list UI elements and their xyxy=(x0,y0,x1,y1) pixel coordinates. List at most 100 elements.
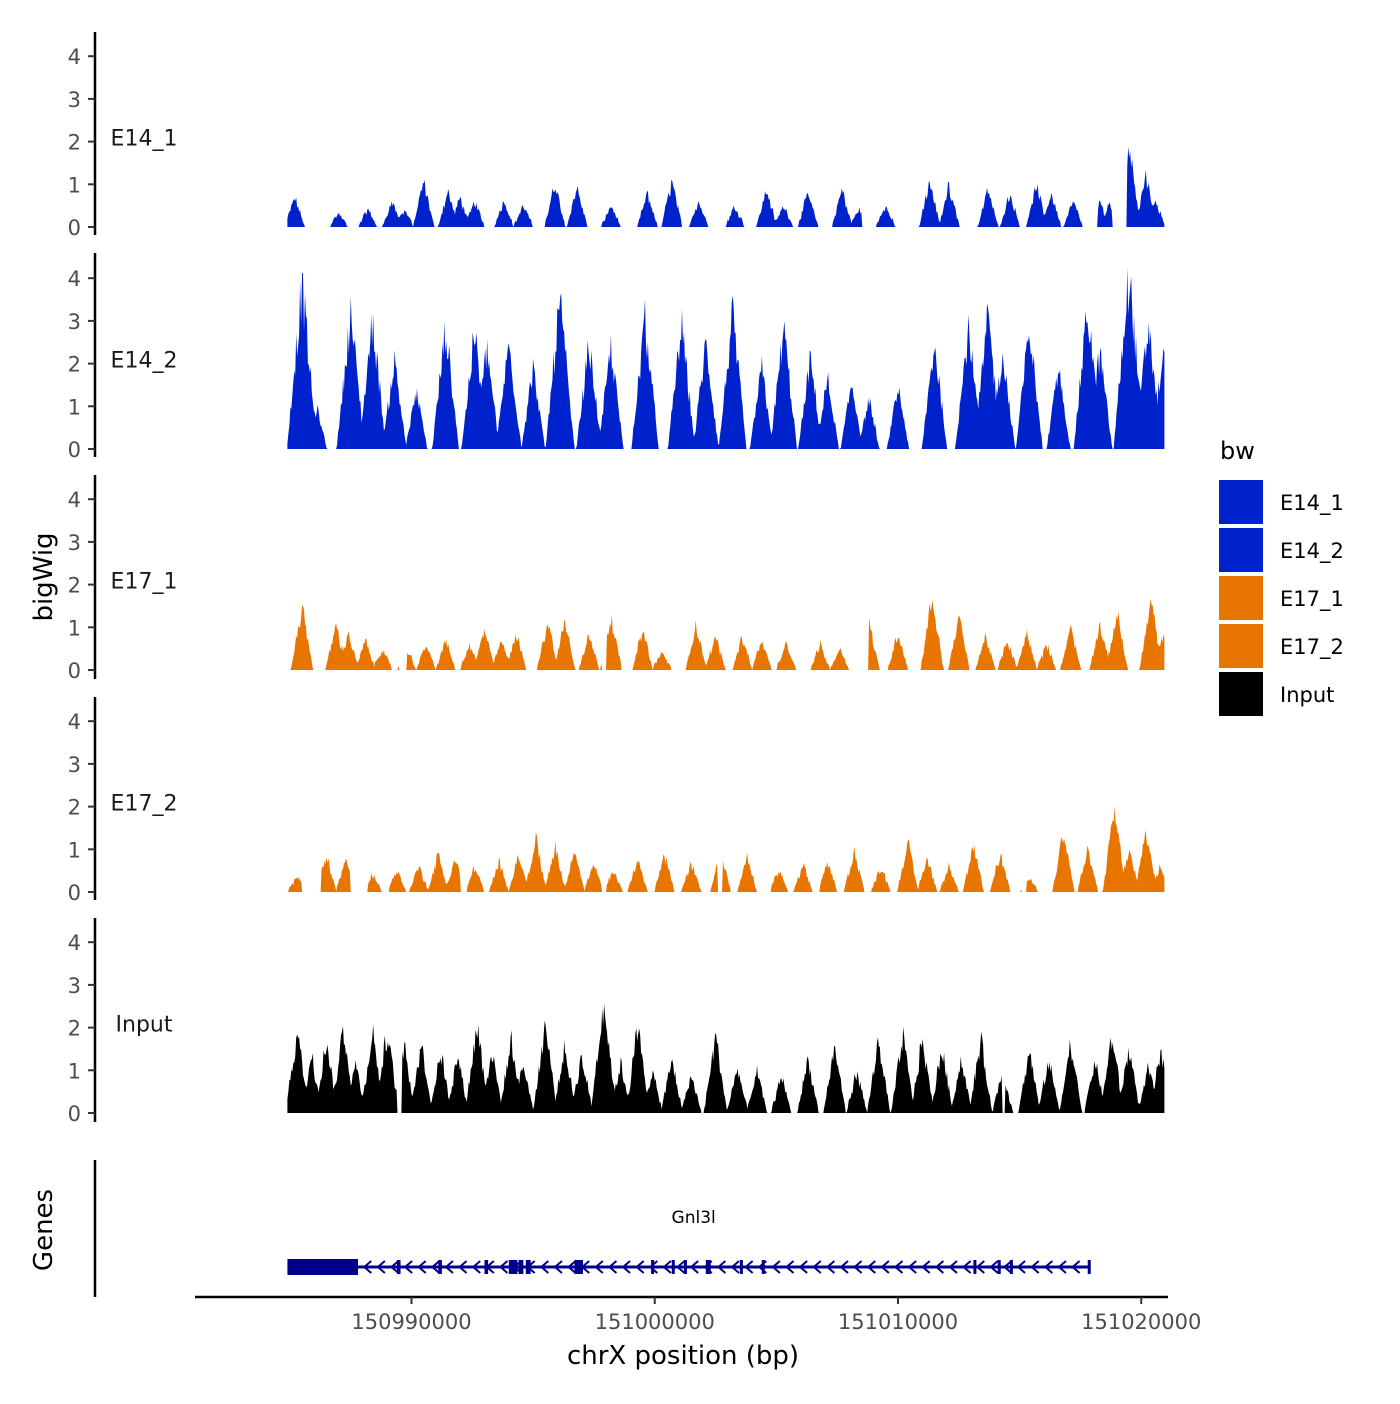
gene-exon xyxy=(525,1260,531,1274)
y-tick-label: 3 xyxy=(68,310,81,334)
gene-exon xyxy=(705,1260,711,1274)
strand-arrow xyxy=(376,1260,386,1274)
y-tick-label: 2 xyxy=(68,353,81,377)
gene-exon xyxy=(651,1260,655,1274)
gene-exon xyxy=(1009,1260,1013,1274)
strand-arrow xyxy=(594,1260,604,1274)
strand-arrow xyxy=(389,1260,400,1274)
strand-arrow xyxy=(1002,1260,1013,1274)
strand-arrow xyxy=(689,1260,699,1274)
strand-arrow xyxy=(403,1260,413,1274)
strand-arrow xyxy=(962,1260,972,1274)
track-label: E17_2 xyxy=(111,791,178,816)
legend-key-E14_2 xyxy=(1219,528,1263,572)
strand-arrow xyxy=(553,1260,563,1274)
x-tick-label: 150990000 xyxy=(351,1310,471,1334)
gene-exon xyxy=(438,1260,442,1274)
strand-arrow xyxy=(362,1260,372,1274)
track-label: E14_1 xyxy=(111,126,178,151)
legend-label: E14_2 xyxy=(1280,539,1344,564)
legend-key-E17_2 xyxy=(1219,624,1263,668)
legend-label: E17_1 xyxy=(1280,587,1344,612)
strand-arrow xyxy=(471,1260,481,1274)
gene-exon xyxy=(508,1260,518,1274)
strand-arrow xyxy=(1071,1260,1081,1274)
y-tick-label: 1 xyxy=(68,395,81,419)
strand-arrow xyxy=(635,1260,645,1274)
legend-key-Input xyxy=(1219,672,1263,716)
track-label: E17_1 xyxy=(111,569,178,594)
gene-exon xyxy=(396,1260,401,1274)
y-axis-label: bigWig xyxy=(29,532,59,621)
track-panels: 0 1 2 3 4 E14_1 0 1 2 3 4 E14_2 0 1 2 3 4 E17_1 0 1 2 3 4 E17_2… xyxy=(68,32,1165,1126)
y-tick-label: 4 xyxy=(68,488,81,512)
strand-arrow xyxy=(907,1260,917,1274)
legend-label: E14_1 xyxy=(1280,491,1344,516)
gene-name-label: Gnl3l xyxy=(672,1208,716,1228)
track-E14_1: 0 1 2 3 4 E14_1 xyxy=(68,32,1165,240)
strand-arrow xyxy=(621,1260,631,1274)
y-tick-label: 4 xyxy=(68,931,81,955)
gene-exon xyxy=(287,1259,358,1275)
legend-key-E14_1 xyxy=(1219,480,1263,524)
y-tick-label: 3 xyxy=(68,974,81,998)
gene-exon xyxy=(973,1260,977,1274)
strand-arrow xyxy=(444,1260,454,1274)
gene-exon xyxy=(997,1260,1001,1274)
y-tick-label: 1 xyxy=(68,616,81,640)
gene-exon xyxy=(683,1260,687,1274)
strand-arrow xyxy=(812,1260,822,1274)
gene-exon xyxy=(1087,1260,1091,1274)
area-E14_1 xyxy=(287,146,1165,227)
strand-arrow xyxy=(607,1260,618,1274)
strand-arrow xyxy=(567,1260,577,1274)
strand-arrow xyxy=(866,1260,876,1274)
track-E17_2: 0 1 2 3 4 E17_2 xyxy=(68,697,1165,905)
strand-arrow xyxy=(934,1260,945,1274)
y-tick-label: 4 xyxy=(68,267,81,291)
legend-label: Input xyxy=(1280,683,1334,707)
y-tick-label: 4 xyxy=(68,710,81,734)
y-tick-label: 2 xyxy=(68,574,81,598)
strand-arrow xyxy=(948,1260,958,1274)
x-tick-label: 151020000 xyxy=(1081,1310,1201,1334)
y-tick-label: 0 xyxy=(68,1102,81,1126)
x-tick-label: 151010000 xyxy=(838,1310,958,1334)
strand-arrow xyxy=(839,1260,849,1274)
strand-arrow xyxy=(648,1260,658,1274)
strand-arrow xyxy=(430,1260,441,1274)
strand-arrow xyxy=(417,1260,427,1274)
area-E14_2 xyxy=(287,267,1165,449)
x-axis-label: chrX position (bp) xyxy=(567,1341,799,1371)
strand-arrow xyxy=(921,1260,931,1274)
strand-arrow xyxy=(989,1260,999,1274)
y-tick-label: 0 xyxy=(68,216,81,240)
strand-arrow xyxy=(798,1260,808,1274)
area-Input xyxy=(287,1003,1165,1113)
gene-track-panel: Gnl3l xyxy=(93,1160,1091,1297)
strand-arrow xyxy=(853,1260,863,1274)
y-tick-label: 2 xyxy=(68,1017,81,1041)
legend-label: E17_2 xyxy=(1280,635,1344,660)
strand-arrow xyxy=(825,1260,836,1274)
x-tick-label: 151000000 xyxy=(595,1310,715,1334)
gene-exon xyxy=(518,1260,524,1274)
track-E17_1: 0 1 2 3 4 E17_1 xyxy=(68,475,1165,683)
gene-exon xyxy=(739,1260,743,1274)
x-axis: 150990000 151000000 151010000 151020000 xyxy=(195,1295,1201,1334)
gene-exon xyxy=(574,1260,583,1274)
strand-arrow xyxy=(716,1260,727,1274)
y-tick-label: 4 xyxy=(68,45,81,69)
y-tick-label: 0 xyxy=(68,659,81,683)
strand-arrow xyxy=(539,1260,549,1274)
strand-arrow xyxy=(662,1260,672,1274)
track-E14_2: 0 1 2 3 4 E14_2 xyxy=(68,253,1165,462)
strand-arrow xyxy=(1057,1260,1067,1274)
y-tick-label: 2 xyxy=(68,796,81,820)
y-tick-label: 1 xyxy=(68,1059,81,1083)
legend-key-E17_1 xyxy=(1219,576,1263,620)
y-tick-label: 3 xyxy=(68,753,81,777)
strand-arrow xyxy=(880,1260,890,1274)
track-label: E14_2 xyxy=(111,348,178,373)
